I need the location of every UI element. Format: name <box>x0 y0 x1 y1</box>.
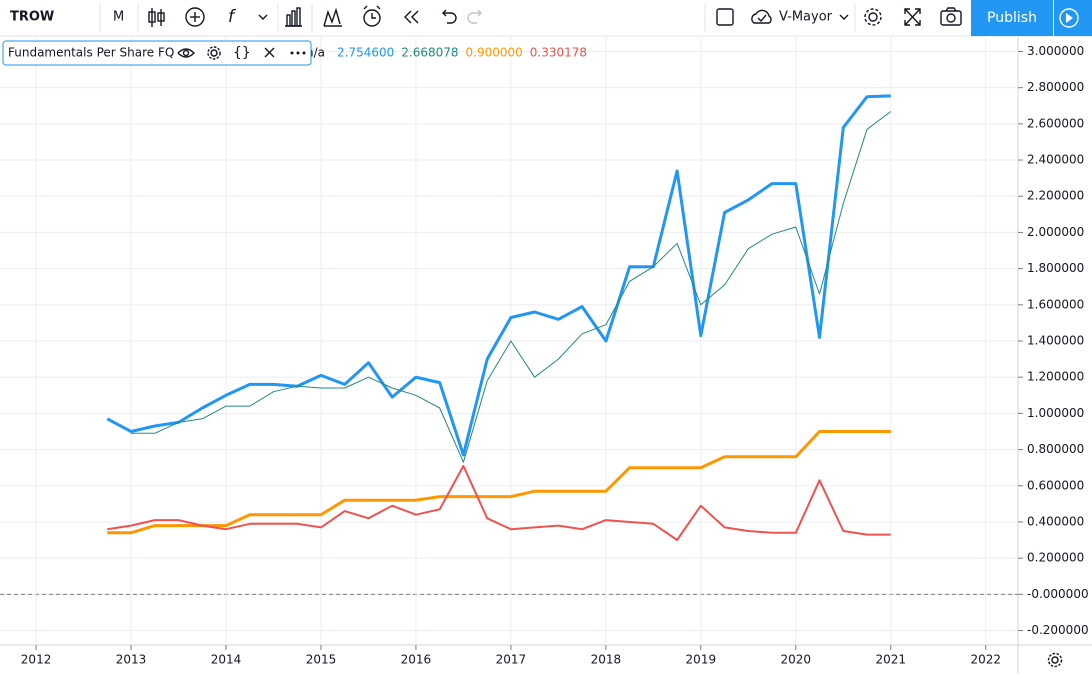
x-tick-label: 2015 <box>306 653 337 667</box>
indicators-menu[interactable] <box>258 14 268 20</box>
indicator-name[interactable]: Fundamentals Per Share FQ <box>8 46 174 60</box>
y-tick-label: 1.400000 <box>1027 334 1084 348</box>
y-tick-label: 1.600000 <box>1027 297 1084 311</box>
y-tick-label: 2.600000 <box>1027 116 1084 130</box>
y-tick-label: 2.400000 <box>1027 153 1084 167</box>
y-tick-label: 0.600000 <box>1027 478 1084 492</box>
series-line <box>131 111 892 463</box>
x-tick-label: 2013 <box>116 653 147 667</box>
series-line <box>107 464 891 541</box>
financials-button[interactable] <box>285 7 302 27</box>
legend-value: 2.754600 <box>337 46 394 60</box>
layout-button[interactable] <box>716 8 734 26</box>
y-tick-label: 2.200000 <box>1027 189 1084 203</box>
remove-button[interactable] <box>264 47 275 58</box>
replay-button[interactable] <box>404 10 419 24</box>
x-tick-label: 2016 <box>401 653 432 667</box>
y-tick-label: -0.000000 <box>1027 587 1089 601</box>
layout-menu[interactable] <box>839 14 849 20</box>
indicator-legend[interactable] <box>2 40 312 66</box>
indicators-button[interactable]: f <box>228 7 237 27</box>
source-code-button[interactable]: {} <box>233 45 251 61</box>
symbol[interactable]: TROW <box>10 10 54 25</box>
x-tick-label: 2012 <box>21 653 52 667</box>
y-tick-label: -0.200000 <box>1027 623 1089 637</box>
legend-value: 0.330178 <box>530 46 587 60</box>
publish-label[interactable]: Publish <box>987 10 1037 26</box>
plot-area <box>0 37 1018 645</box>
legend-value: 0.900000 <box>466 46 523 60</box>
y-tick-label: 0.800000 <box>1027 442 1084 456</box>
x-tick-label: 2018 <box>591 653 622 667</box>
publish-button[interactable] <box>971 0 1053 36</box>
y-tick-label: 1.000000 <box>1027 406 1084 420</box>
x-tick-label: 2020 <box>781 653 812 667</box>
play-icon[interactable] <box>1059 8 1079 28</box>
chart-style-button[interactable] <box>148 8 165 27</box>
templates-button[interactable] <box>323 7 342 27</box>
x-tick-label: 2022 <box>970 653 1001 667</box>
x-tick-label: 2019 <box>686 653 717 667</box>
alert-button[interactable] <box>363 5 381 27</box>
indicator-settings-button[interactable] <box>207 46 221 60</box>
toolbar <box>0 0 1092 36</box>
interval[interactable]: M <box>113 10 124 25</box>
y-tick-label: 0.200000 <box>1027 551 1084 565</box>
y-tick-label: 3.000000 <box>1027 44 1084 58</box>
y-tick-label: 1.800000 <box>1027 261 1084 275</box>
redo-button[interactable] <box>467 9 482 24</box>
y-tick-label: 2.000000 <box>1027 225 1084 239</box>
settings-button[interactable] <box>864 8 882 26</box>
y-tick-label: 1.200000 <box>1027 370 1084 384</box>
undo-button[interactable] <box>442 9 457 24</box>
save-icon[interactable] <box>751 9 772 24</box>
x-tick-label: 2021 <box>875 653 906 667</box>
snapshot-button[interactable] <box>940 7 962 26</box>
series-line <box>106 94 891 457</box>
layout-name[interactable]: V-Mayor <box>779 10 833 25</box>
y-tick-label: 0.400000 <box>1027 514 1084 528</box>
visibility-button[interactable] <box>177 48 195 58</box>
play-icon <box>1066 13 1073 23</box>
fullscreen-button[interactable] <box>904 8 921 26</box>
more-button[interactable] <box>290 51 306 55</box>
x-tick-label: 2014 <box>211 653 242 667</box>
legend-value: 2.668078 <box>401 46 458 60</box>
y-tick-label: 2.800000 <box>1027 80 1084 94</box>
compare-button[interactable] <box>185 7 205 27</box>
x-tick-label: 2017 <box>496 653 527 667</box>
axis-settings-button[interactable] <box>1047 652 1063 668</box>
series-line <box>107 430 891 535</box>
